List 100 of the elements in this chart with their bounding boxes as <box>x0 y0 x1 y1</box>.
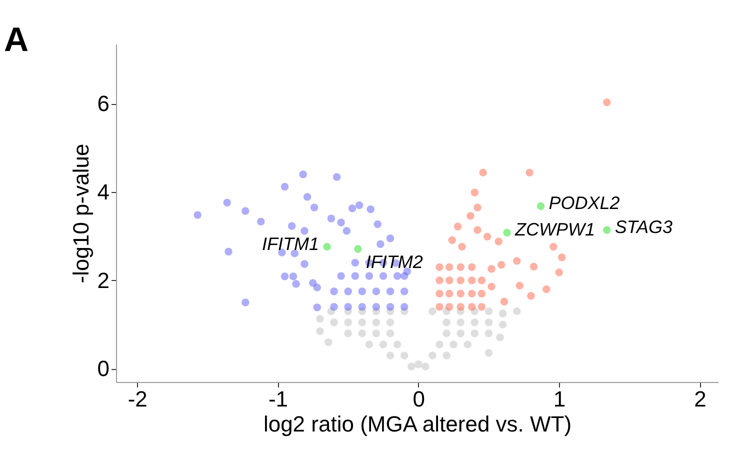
point <box>332 173 341 181</box>
point <box>474 204 482 212</box>
point <box>428 352 436 360</box>
y-tick-label: 4 <box>97 180 110 205</box>
text: A <box>4 21 29 59</box>
point <box>436 340 444 348</box>
point <box>358 330 366 338</box>
point <box>330 303 338 311</box>
y-tick-label: 0 <box>97 356 110 382</box>
point <box>448 236 456 244</box>
point <box>365 272 374 280</box>
point <box>479 168 487 176</box>
point <box>337 272 345 280</box>
point <box>536 202 545 210</box>
point <box>351 258 359 267</box>
point <box>494 238 502 246</box>
point <box>223 198 231 206</box>
point <box>344 330 352 338</box>
x-axis-title: log2 ratio (MGA altered vs. WT) <box>263 412 572 436</box>
point <box>289 272 298 280</box>
point <box>436 276 444 284</box>
annotation: IFITM2 <box>366 252 423 272</box>
point <box>456 318 464 326</box>
point <box>280 182 289 191</box>
annotation: ZCWPW1 <box>514 220 596 240</box>
point <box>488 282 496 290</box>
point <box>386 234 394 242</box>
point <box>408 362 416 370</box>
point <box>483 232 492 241</box>
point <box>468 276 476 284</box>
point <box>372 303 380 311</box>
point <box>354 245 362 253</box>
point <box>313 303 322 312</box>
point <box>484 318 493 326</box>
point <box>445 290 454 298</box>
point <box>470 318 479 326</box>
point <box>337 218 345 226</box>
point <box>386 303 394 311</box>
point <box>290 250 299 258</box>
point <box>344 288 352 296</box>
point <box>330 288 338 296</box>
point <box>436 290 444 298</box>
point <box>323 242 331 251</box>
point <box>456 290 464 298</box>
point <box>365 340 374 348</box>
point <box>303 193 312 201</box>
point <box>442 352 450 360</box>
y-axis-title: -log10 p-value <box>68 144 94 284</box>
point <box>372 330 380 338</box>
point <box>386 288 394 296</box>
y-tick-label: 2 <box>97 268 110 293</box>
point <box>445 263 454 271</box>
point <box>310 204 318 212</box>
point <box>280 272 289 280</box>
point <box>468 303 476 311</box>
point <box>445 303 454 311</box>
point <box>530 262 538 271</box>
point <box>300 260 308 268</box>
point <box>456 276 464 284</box>
point <box>374 220 382 228</box>
point <box>470 330 479 338</box>
point <box>478 303 486 311</box>
point <box>372 318 380 326</box>
point <box>496 334 504 342</box>
point <box>500 298 508 306</box>
point <box>442 318 450 326</box>
point <box>516 282 524 290</box>
point <box>468 290 476 298</box>
point <box>498 310 507 318</box>
point <box>436 263 444 271</box>
point <box>330 318 338 326</box>
point <box>376 240 384 248</box>
point <box>348 204 356 212</box>
point <box>456 330 464 338</box>
point <box>393 272 402 280</box>
point <box>358 318 366 326</box>
point <box>372 288 380 296</box>
point <box>386 330 394 338</box>
point <box>386 318 394 326</box>
point <box>358 288 366 296</box>
point <box>436 303 444 311</box>
point <box>224 248 232 256</box>
point <box>526 168 534 176</box>
point <box>366 205 374 214</box>
point <box>464 340 472 348</box>
point <box>484 307 493 316</box>
point <box>512 307 521 316</box>
point <box>300 227 308 235</box>
point <box>454 222 462 230</box>
point <box>403 268 412 276</box>
point <box>292 280 300 288</box>
point <box>358 303 366 311</box>
point <box>313 284 322 292</box>
point <box>414 360 422 368</box>
point <box>351 272 359 280</box>
point <box>450 340 458 348</box>
point <box>456 303 464 311</box>
point <box>527 292 535 300</box>
point <box>445 276 454 284</box>
point <box>342 227 351 235</box>
